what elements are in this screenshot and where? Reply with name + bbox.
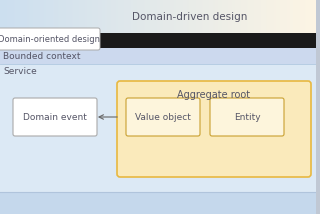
Bar <box>0 33 320 48</box>
FancyBboxPatch shape <box>13 98 97 136</box>
Bar <box>0 48 320 214</box>
FancyBboxPatch shape <box>126 98 200 136</box>
Text: Domain-oriented design: Domain-oriented design <box>0 34 100 43</box>
Text: Aggregate root: Aggregate root <box>177 90 251 100</box>
FancyBboxPatch shape <box>117 81 311 177</box>
Bar <box>0 192 320 214</box>
Text: Service: Service <box>3 67 37 76</box>
FancyBboxPatch shape <box>0 28 100 50</box>
Text: Value object: Value object <box>135 113 191 122</box>
Text: Entity: Entity <box>234 113 260 122</box>
Bar <box>0 48 320 64</box>
Text: Bounded context: Bounded context <box>3 52 81 61</box>
Text: Domain-driven design: Domain-driven design <box>132 12 248 22</box>
FancyBboxPatch shape <box>210 98 284 136</box>
Bar <box>316 0 320 214</box>
Text: Domain event: Domain event <box>23 113 87 122</box>
